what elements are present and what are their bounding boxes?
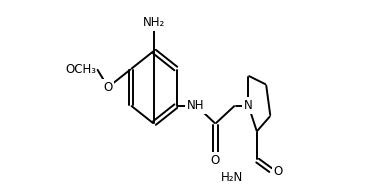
Text: NH: NH	[187, 99, 205, 112]
Text: O: O	[104, 81, 113, 94]
Text: O: O	[211, 153, 220, 167]
Text: H₂N: H₂N	[221, 171, 243, 184]
Text: N: N	[244, 99, 253, 112]
Text: O: O	[274, 165, 283, 178]
Text: OCH₃: OCH₃	[65, 63, 96, 76]
Text: NH₂: NH₂	[142, 16, 165, 29]
